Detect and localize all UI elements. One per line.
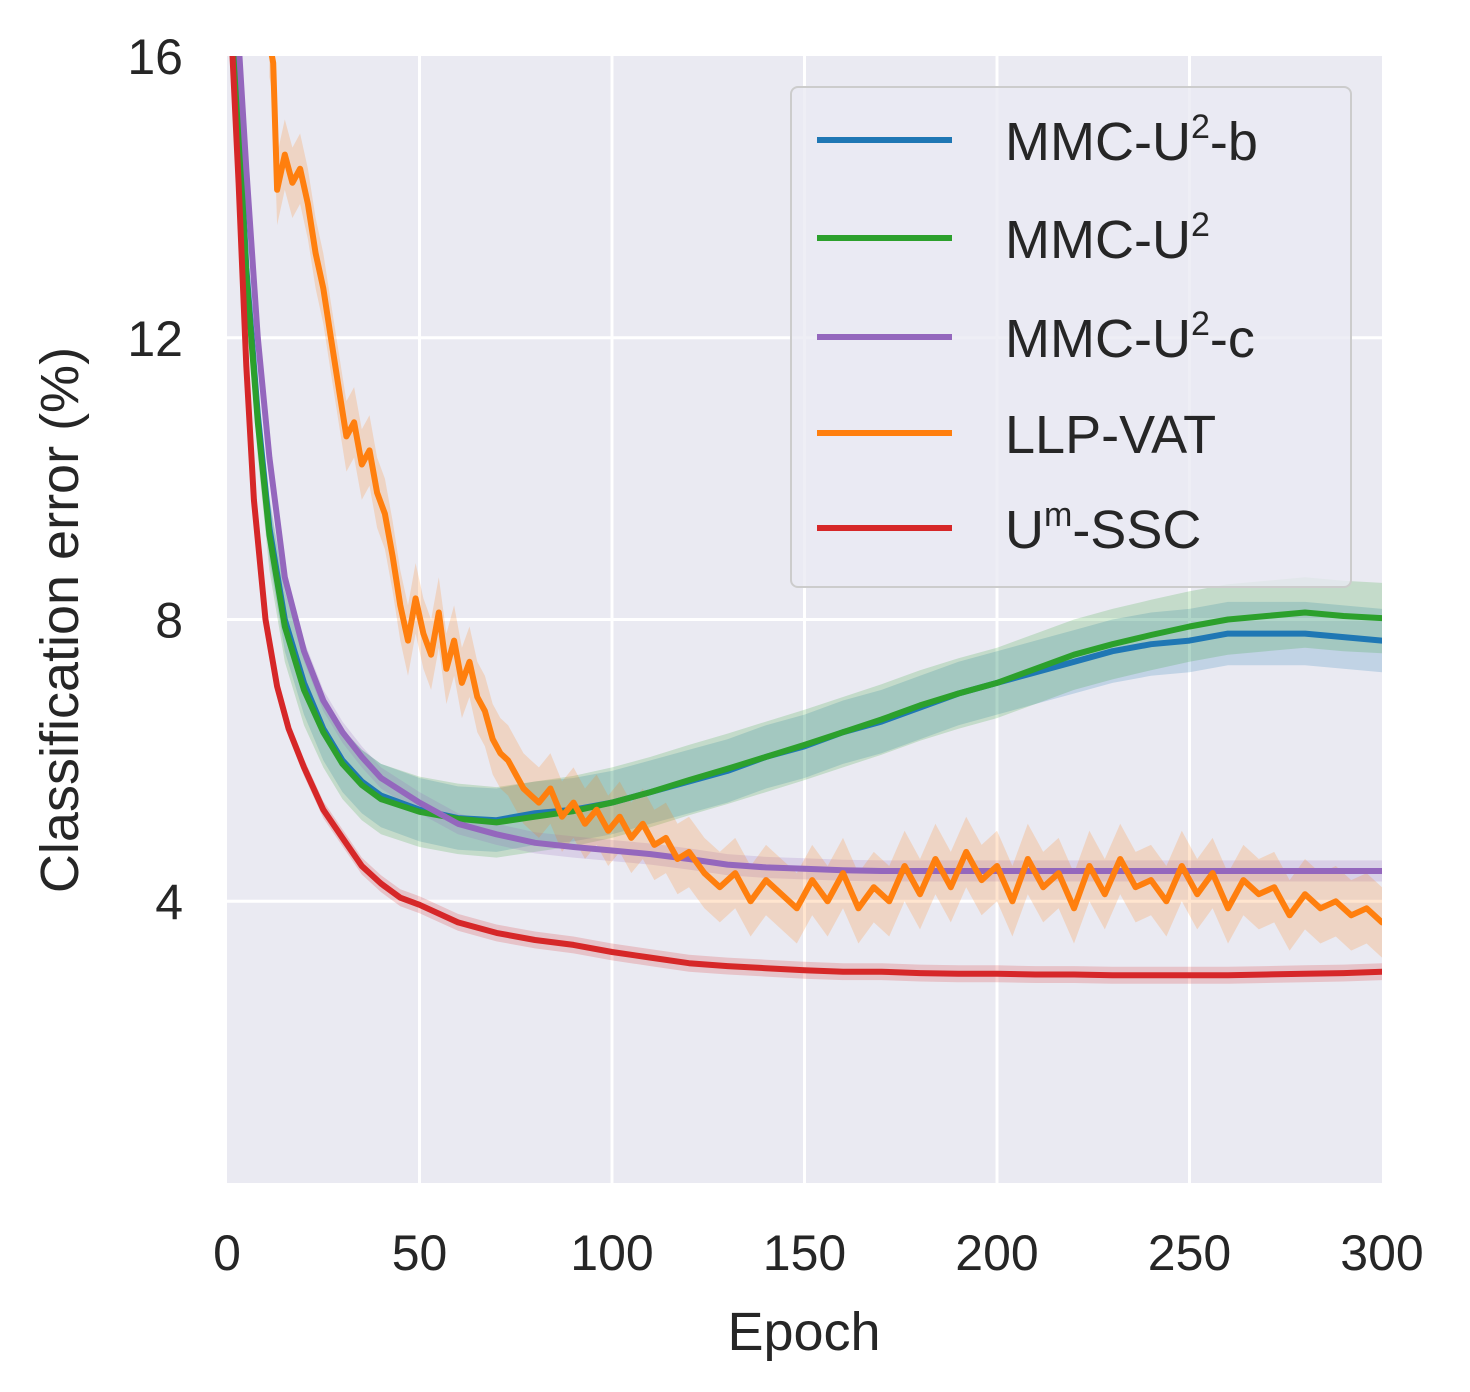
legend-label-superscript: m bbox=[1044, 496, 1072, 534]
band-mmc-u2-b bbox=[231, 56, 1382, 852]
x-tick-label: 250 bbox=[1148, 1225, 1231, 1281]
legend-label-suffix: -SSC bbox=[1072, 500, 1201, 560]
y-tick-labels: 4 8 12 16 bbox=[127, 29, 183, 930]
y-axis-label: Classification error (%) bbox=[30, 347, 90, 893]
legend-label-llp-vat: LLP-VAT bbox=[1005, 405, 1216, 465]
legend-label-superscript: 2 bbox=[1191, 108, 1210, 146]
legend-label-superscript: 2 bbox=[1191, 206, 1210, 244]
legend-label-suffix: -c bbox=[1210, 309, 1255, 369]
x-tick-label: 200 bbox=[955, 1225, 1038, 1281]
legend-label-base: MMC-U bbox=[1005, 112, 1191, 172]
band-llp-vat bbox=[269, 56, 1382, 958]
y-tick-label: 16 bbox=[127, 29, 183, 85]
legend-label-mmc-u2-b: MMC-U2-b bbox=[1005, 108, 1258, 172]
line-llp-vat bbox=[268, 56, 1382, 926]
legend-label-um-ssc: Um-SSC bbox=[1005, 496, 1201, 560]
legend-label-base: MMC-U bbox=[1005, 309, 1191, 369]
series-lines bbox=[229, 56, 1382, 979]
x-axis-label: Epoch bbox=[727, 1302, 880, 1362]
legend-frame bbox=[790, 86, 1352, 588]
y-tick-label: 12 bbox=[127, 311, 183, 367]
x-tick-label: 100 bbox=[570, 1225, 653, 1281]
legend-label-mmc-u2: MMC-U2 bbox=[1005, 206, 1210, 270]
x-tick-label: 50 bbox=[392, 1225, 448, 1281]
legend-label-base: MMC-U bbox=[1005, 210, 1191, 270]
x-tick-label: 0 bbox=[213, 1225, 241, 1281]
line-mmc-u2 bbox=[230, 56, 1382, 826]
x-tick-label: 300 bbox=[1340, 1225, 1423, 1281]
legend-label-mmc-u2-c: MMC-U2-c bbox=[1005, 305, 1255, 369]
y-tick-label: 8 bbox=[155, 593, 183, 649]
legend-label-base: LLP-VAT bbox=[1005, 405, 1216, 465]
line-mmc-u2-c bbox=[236, 56, 1382, 874]
legend-label-superscript: 2 bbox=[1191, 305, 1210, 343]
x-tick-label: 150 bbox=[763, 1225, 846, 1281]
legend-label-suffix: -b bbox=[1210, 112, 1258, 172]
legend-label-base: U bbox=[1005, 500, 1044, 560]
x-tick-labels: 0 50 100 150 200 250 300 bbox=[213, 1225, 1424, 1281]
line-um-ssc bbox=[229, 56, 1382, 979]
y-tick-label: 4 bbox=[155, 874, 183, 930]
